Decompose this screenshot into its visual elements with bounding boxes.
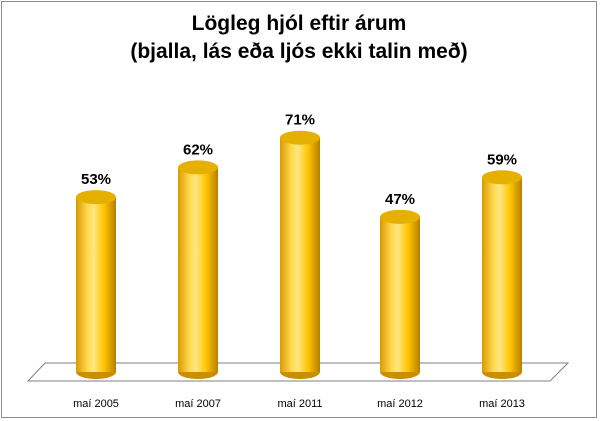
value-label: 59% bbox=[487, 151, 517, 168]
bar-4 bbox=[380, 209, 420, 379]
bar-2 bbox=[178, 160, 218, 379]
category-label: maí 2007 bbox=[175, 398, 221, 410]
value-label: 62% bbox=[183, 141, 213, 158]
bar-1 bbox=[76, 190, 116, 379]
bar-3 bbox=[280, 130, 320, 379]
bar-top bbox=[482, 170, 522, 185]
bar-top bbox=[76, 190, 116, 205]
chart-title-line-1: Lögleg hjól eftir árum bbox=[191, 12, 407, 35]
bar-body bbox=[280, 137, 320, 372]
bar-top bbox=[280, 130, 320, 145]
category-label: maí 2011 bbox=[277, 398, 322, 410]
bar-body bbox=[482, 177, 522, 372]
category-label: maí 2012 bbox=[377, 398, 423, 410]
category-label: maí 2013 bbox=[479, 398, 525, 410]
bar-body bbox=[76, 197, 116, 372]
bar-body bbox=[178, 167, 218, 372]
value-label: 47% bbox=[385, 191, 415, 208]
bars-group bbox=[76, 130, 522, 379]
bar-top bbox=[380, 209, 420, 224]
bar-body bbox=[380, 216, 420, 372]
chart-subtitle-line-2: (bjalla, lás eða ljós ekki talin með) bbox=[130, 40, 468, 63]
value-label: 71% bbox=[285, 112, 315, 129]
chart-title: Lögleg hjól eftir árum (bjalla, lás eða … bbox=[0, 10, 598, 66]
bar-5 bbox=[482, 170, 522, 379]
bar-top bbox=[178, 160, 218, 175]
value-label: 53% bbox=[81, 171, 111, 188]
category-label: maí 2005 bbox=[73, 398, 119, 410]
